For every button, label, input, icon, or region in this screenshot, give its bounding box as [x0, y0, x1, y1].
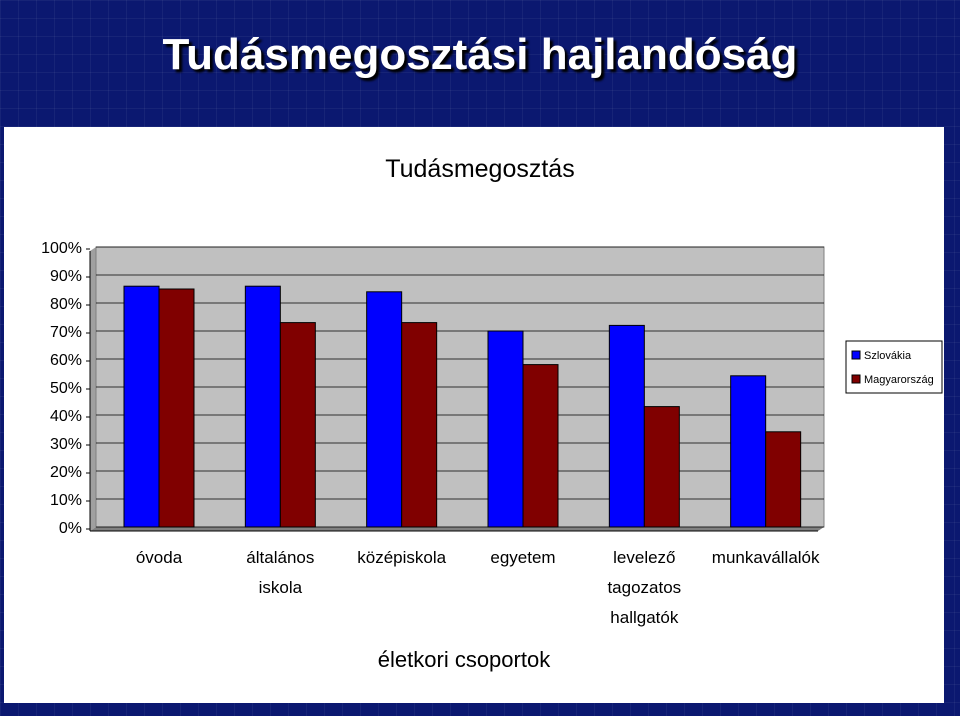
bar-chart: Tudásmegosztás 0% 10% 20% 30% 40% 50% 60% 70% 80%… — [41, 155, 943, 672]
y-tick-label: 50% — [50, 380, 82, 397]
y-tick-label: 10% — [50, 492, 82, 509]
plot-floor — [90, 527, 824, 531]
x-tick-label: levelező — [613, 548, 675, 567]
chart-area: Tudásmegosztás 0% 10% 20% 30% 40% 50% 60% 70% 80%… — [4, 127, 944, 703]
bar-szlovakia — [730, 375, 767, 528]
x-axis-title: életkori csoportok — [378, 647, 551, 672]
legend-swatch — [851, 350, 861, 360]
x-tick-label: hallgatók — [610, 608, 679, 627]
x-tick-label: tagozatos — [607, 578, 681, 597]
x-tick-label: egyetem — [490, 548, 555, 567]
bar-magyarorszag — [401, 322, 438, 528]
x-tick-label: általános — [246, 548, 314, 567]
bar-magyarorszag — [279, 322, 316, 528]
y-tick-label: 30% — [50, 436, 82, 453]
slide-title: Tudásmegosztási hajlandóság — [162, 30, 798, 79]
y-tick-label: 100% — [41, 240, 82, 257]
x-tick-label: iskola — [259, 578, 303, 597]
bar-magyarorszag — [158, 288, 195, 528]
y-tick-label: 70% — [50, 324, 82, 341]
y-tick-label: 0% — [59, 520, 82, 537]
bar-szlovakia — [487, 330, 524, 528]
bar-szlovakia — [244, 285, 281, 528]
y-tick-label: 40% — [50, 408, 82, 425]
x-tick-label: középiskola — [357, 548, 446, 567]
x-tick-label: óvoda — [136, 548, 183, 567]
chart-title: Tudásmegosztás — [385, 155, 574, 183]
y-tick-label: 20% — [50, 464, 82, 481]
plot-side-wall — [90, 247, 96, 531]
y-tick-label: 80% — [50, 296, 82, 313]
legend-label: Magyarország — [864, 374, 934, 386]
bar-magyarorszag — [643, 406, 680, 528]
bar-szlovakia — [123, 285, 160, 528]
bar-magyarorszag — [765, 431, 802, 528]
bar-magyarorszag — [522, 364, 559, 528]
bar-szlovakia — [608, 324, 645, 528]
legend-swatch — [851, 374, 861, 384]
legend-box — [845, 340, 943, 394]
legend-label: Szlovákia — [864, 350, 912, 362]
x-tick-label: munkavállalók — [712, 548, 820, 567]
y-tick-label: 90% — [50, 268, 82, 285]
y-tick-label: 60% — [50, 352, 82, 369]
bar-szlovakia — [366, 291, 403, 528]
